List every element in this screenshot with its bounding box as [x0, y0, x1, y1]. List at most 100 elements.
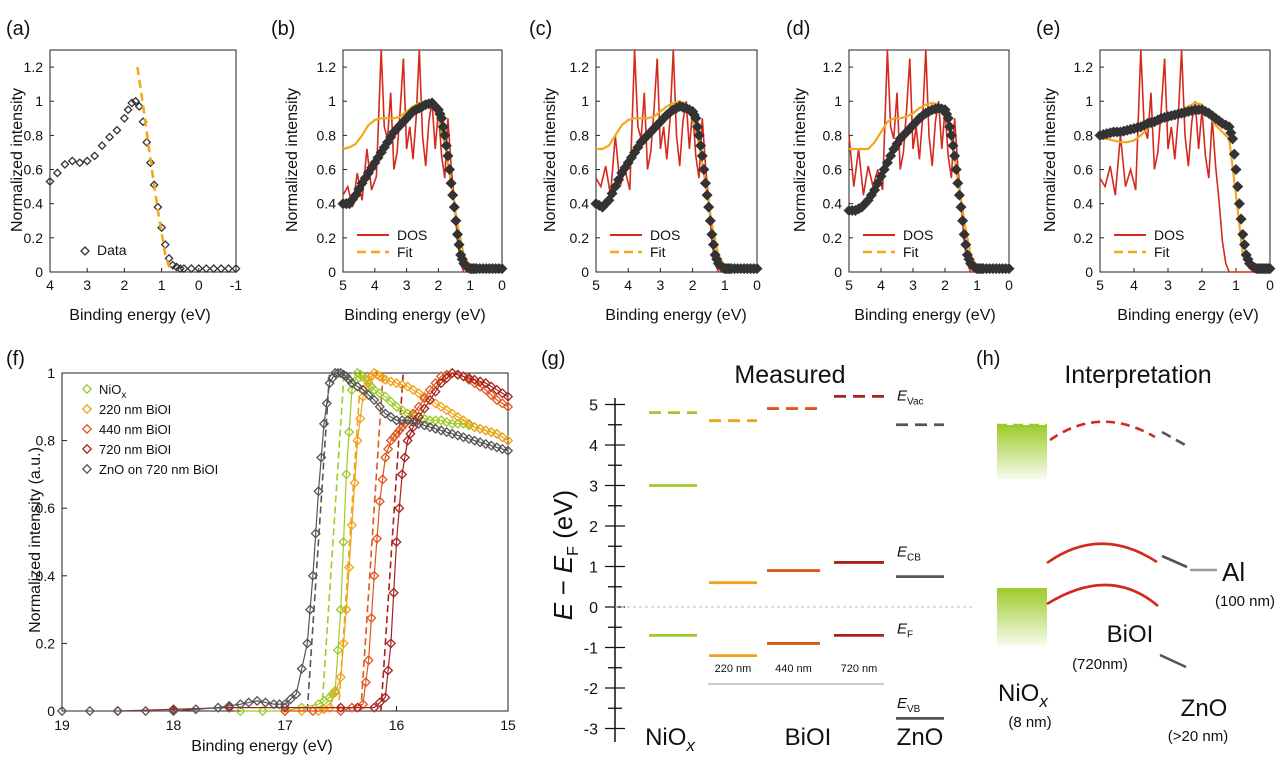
energy-tick-label-6: 3	[589, 479, 598, 496]
bioi-conduction-curve	[1046, 542, 1158, 565]
series-marker-2	[374, 496, 385, 507]
series-marker-1	[391, 378, 402, 389]
series-marker-4	[480, 438, 491, 450]
series-marker-3	[463, 372, 475, 384]
bioi-vacuum-curve	[1049, 420, 1156, 442]
data-point	[224, 264, 234, 274]
data-point	[45, 176, 55, 187]
data-point	[436, 112, 448, 124]
data-point	[947, 140, 959, 152]
data-point	[695, 140, 707, 152]
xlabel-a: Binding energy (eV)	[69, 307, 210, 324]
series-marker-1	[346, 519, 358, 531]
y-tick-label-5: 1	[834, 93, 842, 109]
series-marker-4	[316, 452, 327, 463]
data-point	[90, 151, 100, 161]
y-tick-label-5: 1	[581, 93, 589, 109]
material-label-nio: NiOx	[645, 724, 695, 755]
x-tick-label-2: 2	[121, 277, 129, 293]
panel-label-e: (e)	[1036, 18, 1060, 40]
label-bioi-thickness: (720nm)	[1072, 656, 1128, 673]
series-marker-2	[357, 699, 369, 710]
series-marker-1	[435, 401, 447, 412]
panel-label-b: (b)	[271, 18, 295, 40]
data-point	[955, 201, 967, 213]
x-tick-label-5: 0	[498, 277, 506, 293]
series-marker-1	[338, 638, 349, 649]
series-marker-0	[296, 702, 307, 713]
series-marker-3	[380, 692, 391, 703]
series-marker-3	[388, 587, 399, 598]
series-marker-3	[435, 378, 447, 389]
series-marker-2	[396, 421, 408, 433]
series-marker-1	[341, 604, 352, 615]
ylabel-d: Normalized intensity	[792, 88, 809, 232]
series-marker-2	[502, 401, 514, 412]
series-marker-4	[235, 699, 246, 710]
series-marker-4	[296, 663, 307, 674]
series-marker-3	[452, 369, 463, 380]
series-marker-2	[419, 393, 430, 404]
series-marker-4	[447, 428, 458, 439]
data-point	[496, 263, 508, 275]
x-tick-label-4: 15	[500, 717, 516, 733]
panel-b: (b) Normalized intensity Binding energy …	[271, 18, 508, 324]
series-marker-4	[321, 398, 332, 409]
y-tick-label-6: 1.2	[1074, 59, 1094, 75]
series-marker-2	[388, 432, 399, 443]
thickness-label-biB: 440 nm	[775, 663, 812, 675]
series-marker-3	[491, 384, 502, 396]
bioi-valence-curve	[1046, 583, 1159, 607]
series-marker-4	[279, 699, 291, 710]
y-tick-label-1: 0.2	[317, 230, 337, 246]
label-zno: ZnO	[1181, 695, 1228, 722]
data-point	[175, 264, 185, 274]
energy-tick-label-0: -3	[584, 722, 598, 739]
x-tick-label-0: 5	[845, 277, 853, 293]
series-marker-4	[424, 421, 436, 433]
data-point	[194, 264, 204, 274]
data-point	[445, 177, 457, 189]
series-marker-2	[363, 655, 374, 666]
series-marker-3	[430, 386, 441, 397]
panel-c: (c) Normalized intensity Binding energy …	[529, 18, 763, 324]
series-marker-0	[463, 420, 475, 431]
series-marker-3	[352, 702, 363, 713]
data-point	[701, 189, 713, 201]
data-point	[216, 264, 226, 274]
data-point	[950, 164, 962, 176]
cutoff-line-0	[320, 372, 345, 712]
series-marker-4	[419, 420, 430, 431]
series-marker-4	[435, 425, 447, 436]
y-tick-label-5: 1	[35, 93, 43, 109]
series-marker-4	[285, 694, 296, 705]
series-marker-3	[385, 638, 397, 649]
label-nio: NiOx	[998, 680, 1048, 711]
data-point	[437, 121, 449, 133]
series-marker-1	[363, 374, 374, 385]
data-point	[699, 177, 711, 189]
data-point	[1238, 239, 1251, 251]
x-tick-label-5: 0	[1266, 277, 1274, 293]
panel-g: (g) Measured E − EF (eV) -3 -2 -1 0 1 2 3 4 5 220…	[541, 348, 975, 755]
label-zno-thickness: (>20 nm)	[1168, 728, 1228, 745]
series-marker-2	[360, 677, 371, 688]
series-marker-4	[374, 401, 385, 412]
series-marker-4	[140, 705, 151, 717]
data-point	[145, 158, 155, 168]
series-marker-1	[324, 702, 335, 713]
series-marker-4	[469, 435, 480, 446]
thickness-label-biC: 720 nm	[841, 663, 878, 675]
series-marker-0	[332, 645, 344, 656]
series-marker-0	[355, 369, 366, 380]
series-marker-4	[260, 697, 271, 708]
x-tick-label-2: 3	[1164, 277, 1172, 293]
series-marker-3	[458, 371, 469, 382]
legend-label-fit: Fit	[650, 244, 666, 260]
series-marker-3	[475, 376, 486, 387]
series-marker-4	[310, 528, 321, 539]
series-marker-1	[380, 374, 391, 385]
dos-line	[1099, 49, 1270, 273]
data-point	[704, 215, 716, 227]
x-tick-label-2: 3	[403, 277, 411, 293]
